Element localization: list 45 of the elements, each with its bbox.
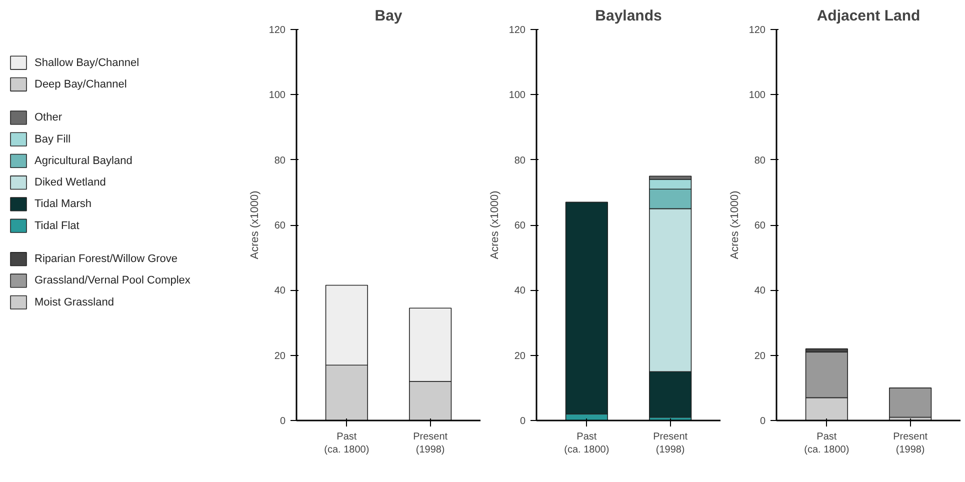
y-axis-title: Acres (x1000) [488,190,501,260]
y-tick-label: 60 [514,220,526,232]
y-tick-label: 80 [754,155,766,166]
y-tick-label: 120 [508,25,526,36]
y-tick-label: 80 [274,155,286,166]
legend-label: Tidal Marsh [34,198,92,210]
y-tick-label: 100 [748,90,766,102]
y-tick-label: 20 [754,350,766,362]
x-tick-label: Past (ca. 1800) [324,432,370,456]
legend-label: Diked Wetland [34,176,106,189]
y-tick-label: 20 [514,350,526,362]
y-tick-label: 40 [514,286,526,297]
y-tick-label: 0 [280,416,286,427]
y-tick-label: 80 [514,155,526,166]
legend-label: Deep Bay/Channel [34,78,127,90]
x-tick-label: Past (ca. 1800) [564,432,610,456]
x-tick-label: Past (ca. 1800) [804,432,850,456]
y-tick-label: 0 [760,416,766,427]
y-axis-title: Acres (x1000) [728,190,741,260]
chart-title: Adjacent Land [816,8,920,24]
legend-label: Shallow Bay/Channel [34,56,140,69]
chart-title: Bay [374,8,403,24]
y-tick-label: 40 [754,286,766,297]
legend-label: Moist Grassland [34,296,114,308]
legend-label: Other [34,112,62,124]
y-tick-label: 0 [520,416,526,427]
legend-label: Bay Fill [34,133,71,146]
y-tick-label: 100 [508,90,526,102]
x-tick-label: Present (1998) [653,432,688,456]
x-tick-label: Present (1998) [893,432,928,456]
y-tick-label: 120 [748,25,766,36]
legend-label: Tidal Flat [34,220,80,232]
x-tick-label: Present (1998) [413,432,448,456]
chart-title: Baylands [595,8,662,24]
y-tick-label: 120 [268,25,286,36]
y-tick-label: 60 [754,220,766,232]
legend-label: Riparian Forest/Willow Grove [34,253,178,266]
legend-label: Agricultural Bayland [34,154,132,167]
legend-label: Grassland/Vernal Pool Complex [34,274,191,287]
y-tick-label: 40 [274,286,286,297]
bar [889,388,932,418]
y-axis-title: Acres (x1000) [248,190,261,260]
y-tick-label: 20 [274,350,286,362]
y-tick-label: 100 [268,90,286,102]
y-tick-label: 60 [274,220,286,232]
